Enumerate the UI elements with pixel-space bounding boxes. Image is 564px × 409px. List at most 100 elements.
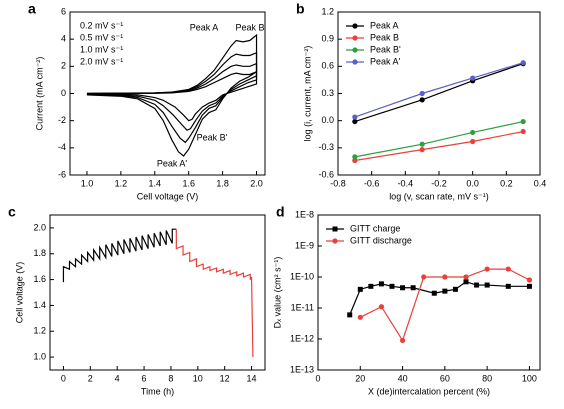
y-tick-label: 1E-9 (295, 240, 314, 250)
legend-marker (352, 59, 358, 65)
legend-marker (352, 47, 358, 53)
x-tick-label: 0 (61, 373, 66, 383)
annotation: Peak B' (197, 132, 228, 142)
y-tick-label: 0.0 (321, 115, 334, 125)
y-tick-label: -0.6 (318, 169, 334, 179)
legend-label: Peak A' (370, 56, 401, 66)
x-tick-label: 0 (315, 373, 320, 383)
x-tick-label: 2 (88, 373, 93, 383)
x-tick-label: 80 (482, 373, 492, 383)
data-marker (463, 279, 469, 285)
data-line (349, 281, 530, 316)
y-tick-label: 0.6 (321, 61, 334, 71)
data-line (354, 63, 524, 123)
y-axis-label: Current (mA cm⁻²) (34, 57, 44, 131)
x-tick-label: 12 (220, 373, 230, 383)
data-marker (474, 282, 480, 288)
x-tick-label: 1.4 (149, 178, 162, 188)
y-axis-label: Dₓ value (cm² s⁻¹) (272, 257, 282, 329)
data-marker (470, 129, 476, 136)
data-marker (484, 266, 490, 272)
y-tick-label: 0 (61, 88, 66, 98)
x-tick-label: -0.2 (431, 178, 447, 188)
data-marker (347, 312, 353, 318)
legend-label: Peak B' (370, 44, 401, 54)
plot-frame (317, 214, 541, 371)
panel-label: b (296, 1, 305, 17)
legend-marker (332, 226, 338, 232)
data-marker (484, 282, 490, 288)
data-marker (389, 283, 395, 289)
data-marker (520, 60, 526, 66)
data-marker (400, 285, 406, 291)
legend-marker (352, 23, 358, 29)
data-marker (463, 274, 469, 280)
data-line (86, 62, 258, 131)
y-tick-label: 1.4 (33, 300, 46, 310)
data-marker (520, 118, 526, 125)
legend-label: GITT charge (350, 223, 400, 233)
x-tick-label: -0.6 (364, 178, 380, 188)
y-tick-label: 1.6 (33, 274, 46, 284)
data-marker (419, 141, 425, 147)
x-tick-label: 1.6 (182, 178, 195, 188)
data-line (354, 62, 524, 118)
y-tick-label: 1.0 (33, 351, 46, 361)
y-tick-label: -4 (58, 142, 66, 152)
x-tick-label: 40 (398, 373, 408, 383)
y-tick-label: 1E-12 (290, 333, 314, 343)
y-tick-label: 2 (61, 61, 66, 71)
data-marker (452, 286, 458, 292)
data-marker (442, 274, 448, 280)
y-tick-label: 4 (61, 34, 66, 44)
panel-label: d (276, 204, 285, 220)
data-marker (352, 114, 358, 120)
x-tick-label: 8 (168, 373, 173, 383)
data-marker (419, 90, 425, 97)
x-tick-label: 10 (193, 373, 203, 383)
legend-label: 0.5 mV s⁻¹ (80, 32, 123, 42)
data-line (354, 130, 524, 162)
x-axis-label: Cell voltage (V) (137, 191, 199, 201)
data-marker (378, 304, 385, 310)
annotation: Peak A (190, 22, 219, 32)
y-tick-label: -6 (58, 169, 66, 179)
panel-label: c (8, 204, 16, 220)
y-tick-label: 1E-8 (295, 209, 314, 219)
data-marker (442, 288, 448, 294)
data-marker (419, 97, 425, 103)
data-marker (470, 138, 476, 145)
legend-label: 1.0 mV s⁻¹ (80, 44, 123, 54)
data-marker (399, 337, 406, 344)
x-tick-label: 4 (115, 373, 120, 383)
x-axis-label: log (v, scan rate, mV s⁻¹) (389, 191, 489, 201)
y-tick-label: 6 (61, 6, 66, 16)
y-tick-label: -0.3 (318, 142, 334, 152)
x-tick-label: 1.0 (81, 178, 94, 188)
data-marker (470, 75, 476, 81)
legend-label: Peak A (370, 20, 399, 30)
x-tick-label: 0.2 (500, 178, 513, 188)
data-line (86, 51, 258, 144)
legend-label: Peak B (370, 32, 399, 42)
legend-label: 2.0 mV s⁻¹ (80, 56, 123, 66)
legend-marker (352, 35, 358, 41)
annotation: Peak A' (157, 158, 188, 168)
x-tick-label: 1.2 (115, 178, 128, 188)
data-marker (431, 290, 437, 296)
x-axis-label: X (de)intercalation percent (%) (368, 386, 490, 396)
x-tick-label: 20 (355, 373, 365, 383)
legend-label: 0.2 mV s⁻¹ (80, 20, 123, 30)
legend-marker (332, 238, 338, 244)
x-tick-label: 1.8 (216, 178, 229, 188)
x-tick-label: -0.8 (330, 178, 346, 188)
data-marker (410, 285, 416, 291)
y-tick-label: 1E-13 (290, 364, 314, 374)
y-tick-label: -2 (58, 115, 66, 125)
y-tick-label: 1E-10 (290, 271, 314, 281)
data-line (86, 33, 258, 157)
data-marker (505, 266, 511, 272)
data-line (62, 228, 177, 283)
y-axis-label: log (i, current, mA cm⁻²) (302, 46, 312, 142)
